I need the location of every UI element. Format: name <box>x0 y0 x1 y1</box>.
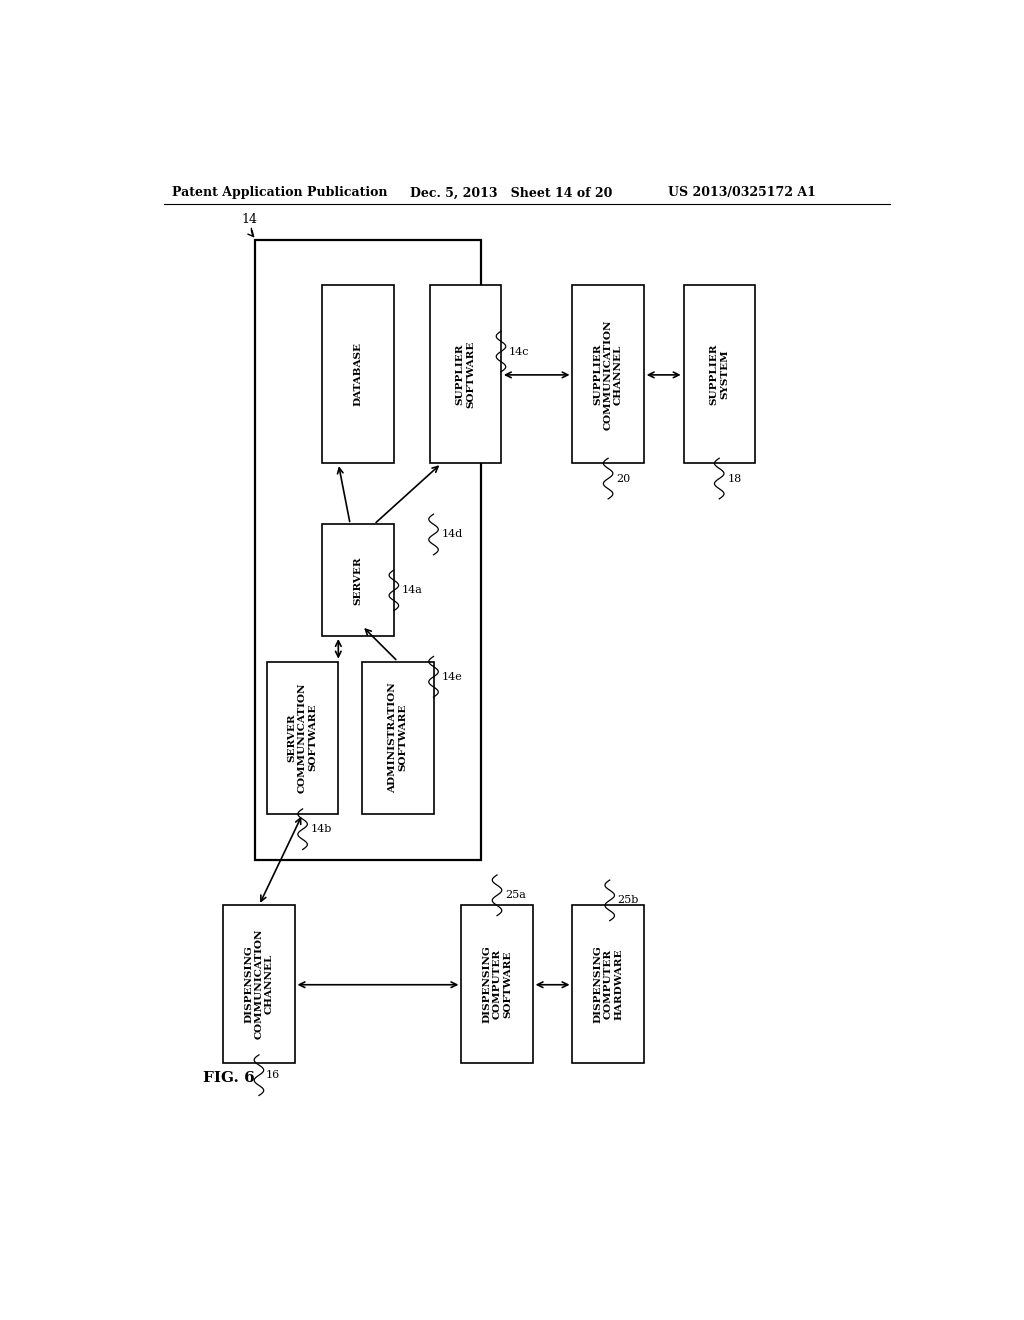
Text: DATABASE: DATABASE <box>353 342 362 407</box>
Bar <box>430 285 501 463</box>
Text: SUPPLIER
SYSTEM: SUPPLIER SYSTEM <box>710 343 729 405</box>
Text: 18: 18 <box>727 474 741 483</box>
Text: DISPENSING
COMPUTER
SOFTWARE: DISPENSING COMPUTER SOFTWARE <box>482 945 512 1023</box>
Bar <box>223 906 295 1063</box>
Bar <box>323 524 394 636</box>
Text: SERVER: SERVER <box>353 556 362 605</box>
Bar <box>572 906 644 1063</box>
Text: SUPPLIER
SOFTWARE: SUPPLIER SOFTWARE <box>456 341 475 408</box>
Text: 14a: 14a <box>401 585 423 595</box>
Bar <box>255 240 481 859</box>
Bar <box>323 285 394 463</box>
Text: Dec. 5, 2013   Sheet 14 of 20: Dec. 5, 2013 Sheet 14 of 20 <box>410 186 612 199</box>
Bar <box>572 285 644 463</box>
Text: 20: 20 <box>616 474 631 483</box>
Bar <box>267 661 338 814</box>
Text: 14d: 14d <box>441 529 463 540</box>
Text: US 2013/0325172 A1: US 2013/0325172 A1 <box>668 186 815 199</box>
Text: SUPPLIER
COMMUNICATION
CHANNEL: SUPPLIER COMMUNICATION CHANNEL <box>593 319 623 429</box>
Text: 14c: 14c <box>509 347 529 356</box>
Text: 14e: 14e <box>441 672 462 681</box>
Text: ADMINISTRATION
SOFTWARE: ADMINISTRATION SOFTWARE <box>388 682 408 793</box>
Text: 14b: 14b <box>310 824 332 834</box>
Text: 25a: 25a <box>505 890 526 900</box>
Text: DISPENSING
COMPUTER
HARDWARE: DISPENSING COMPUTER HARDWARE <box>593 945 623 1023</box>
Bar <box>461 906 532 1063</box>
Text: 14: 14 <box>242 213 257 226</box>
Bar <box>362 661 433 814</box>
Text: DISPENSING
COMMUNICATION
CHANNEL: DISPENSING COMMUNICATION CHANNEL <box>244 929 273 1039</box>
Text: 16: 16 <box>265 1071 280 1080</box>
Text: 25b: 25b <box>617 895 639 906</box>
Text: FIG. 6: FIG. 6 <box>204 1072 255 1085</box>
Text: Patent Application Publication: Patent Application Publication <box>172 186 387 199</box>
Text: SERVER
COMMUNICATION
SOFTWARE: SERVER COMMUNICATION SOFTWARE <box>288 682 317 793</box>
Bar <box>684 285 755 463</box>
